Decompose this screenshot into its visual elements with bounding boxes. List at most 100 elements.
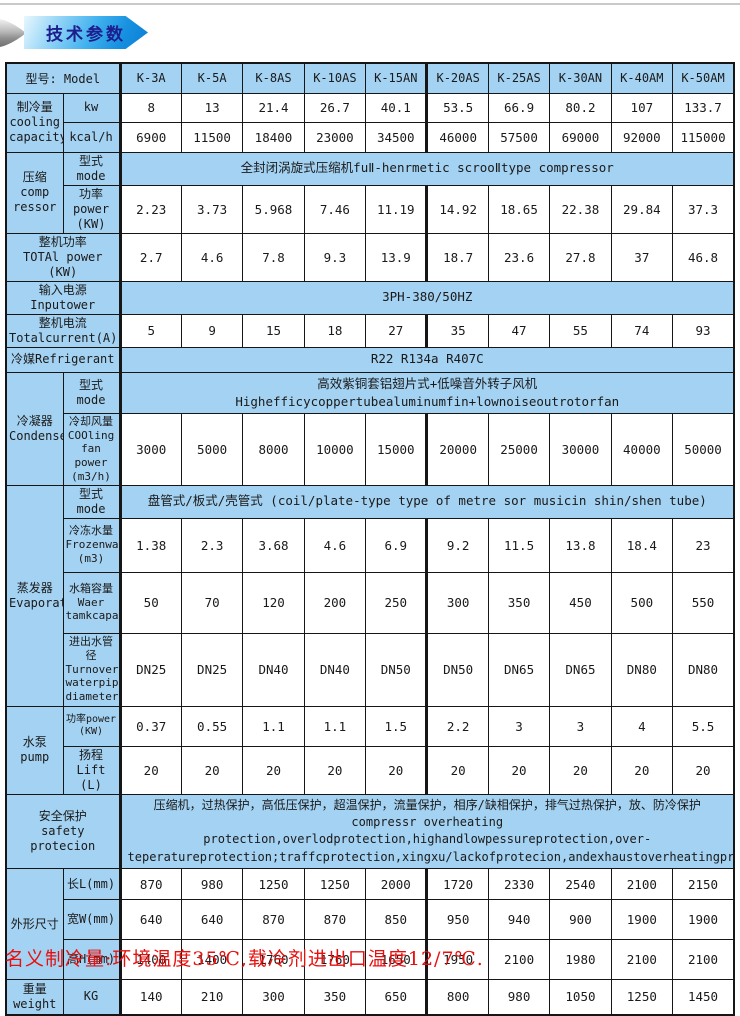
value-cell: 1.1 bbox=[242, 705, 305, 747]
value-cell: 7.46 bbox=[303, 184, 367, 234]
value-cell: 23 bbox=[672, 517, 735, 573]
value-cell: 20 bbox=[610, 745, 674, 795]
value-cell: 1900 bbox=[610, 899, 674, 941]
value-cell: 8 bbox=[118, 92, 182, 123]
row-cooling-fan: 冷却风量 COOling fan power (m3/h) 3000 5000 80… bbox=[6, 412, 735, 486]
value-cell: 20 bbox=[425, 745, 489, 795]
value-cell: 900 bbox=[549, 899, 612, 941]
row-condenser-mode: 冷凝器 Condenser 型式mode 高效紫铜套铝翅片式+低噪音外转子风机H… bbox=[5, 371, 735, 486]
input-power-text: 3PH-380/50HZ bbox=[118, 280, 735, 315]
value-cell: 5.968 bbox=[242, 184, 305, 234]
value-cell: 37 bbox=[610, 232, 674, 282]
value-cell: 950 bbox=[425, 899, 489, 941]
value-cell: 22.38 bbox=[549, 184, 612, 234]
value-cell: 20 bbox=[365, 745, 428, 795]
model-cell: K-40AM bbox=[610, 62, 674, 94]
row-pump-power: 水泵 pump 功率power (KW) 0.37 0.55 1.1 1.1 1.5 2.… bbox=[5, 705, 735, 795]
value-cell: DN25 bbox=[180, 632, 244, 707]
value-cell: 640 bbox=[180, 899, 244, 941]
value-cell: 1.1 bbox=[303, 705, 367, 747]
value-cell: 1450 bbox=[672, 979, 735, 1016]
value-cell: 20 bbox=[180, 745, 244, 795]
value-cell: 107 bbox=[610, 92, 674, 123]
value-cell: 18.7 bbox=[425, 232, 489, 282]
condenser-mode-text: 高效紫铜套铝翅片式+低噪音外转子风机Highefficycoppertubeal… bbox=[118, 371, 735, 414]
value-cell: 2.2 bbox=[425, 705, 489, 747]
model-cell: K-25AS bbox=[487, 62, 551, 94]
row-total-power: 整机功率 TOTAl power (KW) 2.7 4.6 7.8 9.3 13.9 18… bbox=[5, 232, 735, 282]
model-cell: K-3A bbox=[118, 62, 182, 94]
label-length: 长L(mm) bbox=[62, 868, 121, 901]
row-cooling-kcal: kcal/h 6900 11500 18400 23000 34500 46000 5750… bbox=[6, 121, 735, 153]
value-cell: 93 bbox=[672, 313, 735, 348]
label-kcal: kcal/h bbox=[62, 121, 121, 153]
spec-table: 型号: Model K-3A K-5A K-8AS K-10AS K-15AN K-20A… bbox=[5, 62, 735, 1016]
label-evap-mode: 型式mode bbox=[62, 484, 121, 519]
row-frozen-water: 冷冻水量 Frozenwater (m3) 1.382.33.684.66.99… bbox=[6, 517, 735, 573]
value-cell: 870 bbox=[303, 899, 367, 941]
value-cell: 18.4 bbox=[610, 517, 674, 573]
value-cell: DN65 bbox=[487, 632, 551, 707]
value-cell: 1760 bbox=[242, 939, 305, 981]
value-cell: 40.1 bbox=[365, 92, 428, 123]
value-cell: 1250 bbox=[610, 979, 674, 1016]
value-cell: DN50 bbox=[425, 632, 489, 707]
row-model: 型号: Model K-3A K-5A K-8AS K-10AS K-15AN K-20A… bbox=[5, 62, 735, 94]
model-cell: K-20AS bbox=[425, 62, 489, 94]
value-cell: 350 bbox=[487, 571, 551, 634]
value-cell: 0.55 bbox=[180, 705, 244, 747]
value-cell: 1760 bbox=[303, 939, 367, 981]
value-cell: 250 bbox=[365, 571, 428, 634]
model-cell: K-5A bbox=[180, 62, 244, 94]
value-cell: 870 bbox=[242, 899, 305, 941]
value-cell: 66.9 bbox=[487, 92, 551, 123]
value-cell: 2000 bbox=[365, 868, 428, 901]
group-dimensions: 外形尺寸 bbox=[5, 868, 64, 981]
footer-note: 名义制冷量:环境温度35℃,载冷剂进出口温度12/7℃. bbox=[5, 948, 484, 970]
label-frozen-water: 冷冻水量 Frozenwater (m3) bbox=[62, 517, 121, 573]
value-cell: 115000 bbox=[672, 121, 735, 153]
value-cell: 92000 bbox=[610, 121, 674, 153]
label-pipe-diameter: 进出水管径 Turnover waterpipe diameter bbox=[62, 632, 121, 707]
row-total-current: 整机电流 Totalcurrent(A) 5 9 15 18 27 35 47 55 74 93 bbox=[5, 313, 735, 348]
value-cell: 5 bbox=[118, 313, 182, 348]
label-kw: kw bbox=[62, 92, 121, 123]
row-length: 外形尺寸 长L(mm) 870 980 1250 1250 2000 1720 2330 25… bbox=[5, 868, 735, 981]
value-cell: 40000 bbox=[610, 412, 674, 486]
value-cell: 210 bbox=[180, 979, 244, 1016]
value-cell: DN40 bbox=[303, 632, 367, 707]
value-cell: 20 bbox=[118, 745, 182, 795]
value-cell: 450 bbox=[549, 571, 612, 634]
value-cell: 640 bbox=[118, 899, 182, 941]
value-cell: 3 bbox=[487, 705, 551, 747]
value-cell: 2100 bbox=[672, 939, 735, 981]
value-cell: 80.2 bbox=[549, 92, 612, 123]
row-cooling-kw: 制冷量 cooling capacity kw 8 13 21.4 26.7 40.1 5… bbox=[5, 92, 735, 153]
value-cell: 35 bbox=[425, 313, 489, 348]
value-cell: 6900 bbox=[118, 121, 182, 153]
value-cell: 11.5 bbox=[487, 517, 551, 573]
row-pipe-diameter: 进出水管径 Turnover waterpipe diameter DN25 DN… bbox=[6, 632, 735, 707]
value-cell: 20 bbox=[672, 745, 735, 795]
value-cell: 2540 bbox=[549, 868, 612, 901]
value-cell: 23.6 bbox=[487, 232, 551, 282]
value-cell: 74 bbox=[610, 313, 674, 348]
value-cell: 27 bbox=[365, 313, 428, 348]
value-cell: 29.84 bbox=[610, 184, 674, 234]
value-cell: 7.8 bbox=[242, 232, 305, 282]
value-cell: 26.7 bbox=[303, 92, 367, 123]
value-cell: 30000 bbox=[549, 412, 612, 486]
value-cell: 3.68 bbox=[242, 517, 305, 573]
value-cell: 2.23 bbox=[118, 184, 182, 234]
value-cell: 1.5 bbox=[365, 705, 428, 747]
value-cell: 800 bbox=[425, 979, 489, 1016]
value-cell: 140 bbox=[118, 979, 182, 1016]
row-tank-capacity: 水箱容量 Waer tamkcapacity(L) 50701202002503… bbox=[6, 571, 735, 634]
label-pump-power: 功率power (KW) bbox=[62, 705, 121, 747]
value-cell: 14.92 bbox=[425, 184, 489, 234]
row-refrigerant: 冷媒Refrigerant R22 R134a R407C bbox=[5, 346, 735, 373]
label-comp-mode: 型式mode bbox=[62, 151, 121, 186]
label-pump-lift: 扬程Lift (L) bbox=[62, 745, 121, 795]
value-cell: 2100 bbox=[487, 939, 551, 981]
value-cell: 15000 bbox=[365, 412, 428, 486]
